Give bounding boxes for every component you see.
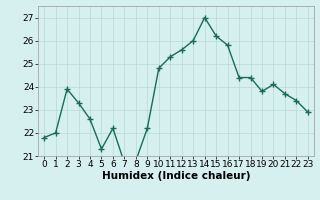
- X-axis label: Humidex (Indice chaleur): Humidex (Indice chaleur): [102, 171, 250, 181]
